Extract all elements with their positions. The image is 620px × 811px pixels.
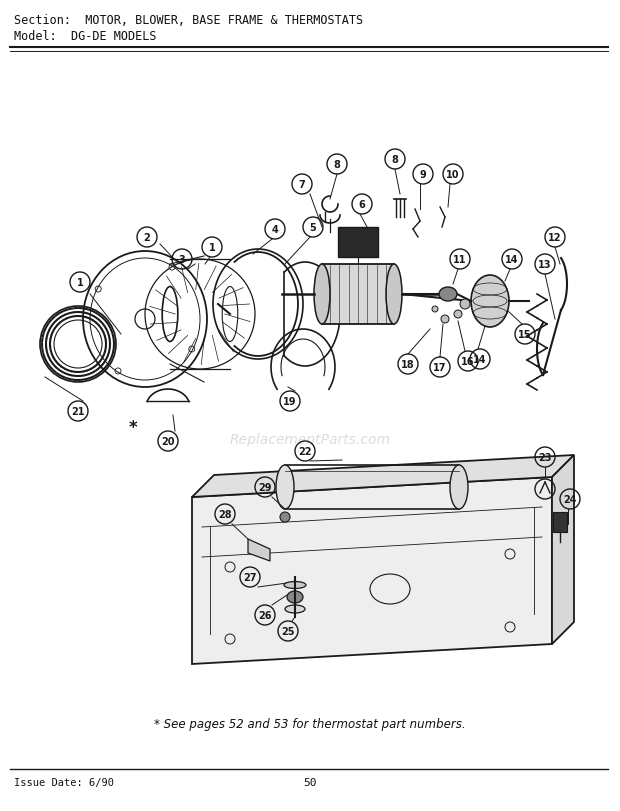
Circle shape xyxy=(280,513,290,522)
Text: * See pages 52 and 53 for thermostat part numbers.: * See pages 52 and 53 for thermostat par… xyxy=(154,717,466,730)
Bar xyxy=(338,228,378,258)
Text: 11: 11 xyxy=(453,255,467,264)
Polygon shape xyxy=(192,478,552,664)
Text: 21: 21 xyxy=(71,406,85,417)
Circle shape xyxy=(454,311,462,319)
Bar xyxy=(322,264,394,324)
Text: 6: 6 xyxy=(358,200,365,210)
Text: 29: 29 xyxy=(259,483,272,492)
Polygon shape xyxy=(552,456,574,644)
Text: 8: 8 xyxy=(334,160,340,169)
Text: 14: 14 xyxy=(505,255,519,264)
Text: 5: 5 xyxy=(309,223,316,233)
Text: 26: 26 xyxy=(259,610,272,620)
Text: 17: 17 xyxy=(433,363,447,372)
Text: 14: 14 xyxy=(473,354,487,365)
Ellipse shape xyxy=(276,466,294,509)
Text: 1: 1 xyxy=(77,277,83,288)
Text: 2: 2 xyxy=(144,233,151,242)
Text: 13: 13 xyxy=(538,260,552,270)
Bar xyxy=(553,513,567,532)
Ellipse shape xyxy=(284,581,306,589)
Text: *: * xyxy=(129,418,137,436)
Text: Section:  MOTOR, BLOWER, BASE FRAME & THERMOSTATS: Section: MOTOR, BLOWER, BASE FRAME & THE… xyxy=(14,14,363,27)
Text: 12: 12 xyxy=(548,233,562,242)
Ellipse shape xyxy=(287,591,303,603)
Text: 7: 7 xyxy=(299,180,306,190)
Text: Issue Date: 6/90: Issue Date: 6/90 xyxy=(14,777,114,787)
Text: 16: 16 xyxy=(461,357,475,367)
Text: 4: 4 xyxy=(272,225,278,234)
Ellipse shape xyxy=(314,264,330,324)
Text: 27: 27 xyxy=(243,573,257,582)
Circle shape xyxy=(460,299,470,310)
Text: 10: 10 xyxy=(446,169,460,180)
Text: Model:  DG-DE MODELS: Model: DG-DE MODELS xyxy=(14,30,156,43)
Text: 1: 1 xyxy=(208,242,215,253)
Text: 20: 20 xyxy=(161,436,175,446)
Text: 50: 50 xyxy=(303,777,317,787)
Text: 23: 23 xyxy=(538,453,552,462)
Text: 22: 22 xyxy=(298,446,312,457)
Circle shape xyxy=(441,315,449,324)
Ellipse shape xyxy=(471,276,509,328)
Text: 15: 15 xyxy=(518,329,532,340)
Text: 25: 25 xyxy=(281,626,294,636)
Circle shape xyxy=(432,307,438,312)
Text: 9: 9 xyxy=(420,169,427,180)
Text: 28: 28 xyxy=(218,509,232,519)
Ellipse shape xyxy=(450,466,468,509)
Ellipse shape xyxy=(386,264,402,324)
Text: 19: 19 xyxy=(283,397,297,406)
Polygon shape xyxy=(248,539,270,561)
Text: ReplacementParts.com: ReplacementParts.com xyxy=(229,432,391,446)
Ellipse shape xyxy=(439,288,457,302)
Polygon shape xyxy=(192,456,574,497)
Text: 8: 8 xyxy=(392,155,399,165)
Text: 18: 18 xyxy=(401,359,415,370)
Text: 24: 24 xyxy=(563,495,577,504)
Ellipse shape xyxy=(285,605,305,613)
Text: 3: 3 xyxy=(179,255,185,264)
